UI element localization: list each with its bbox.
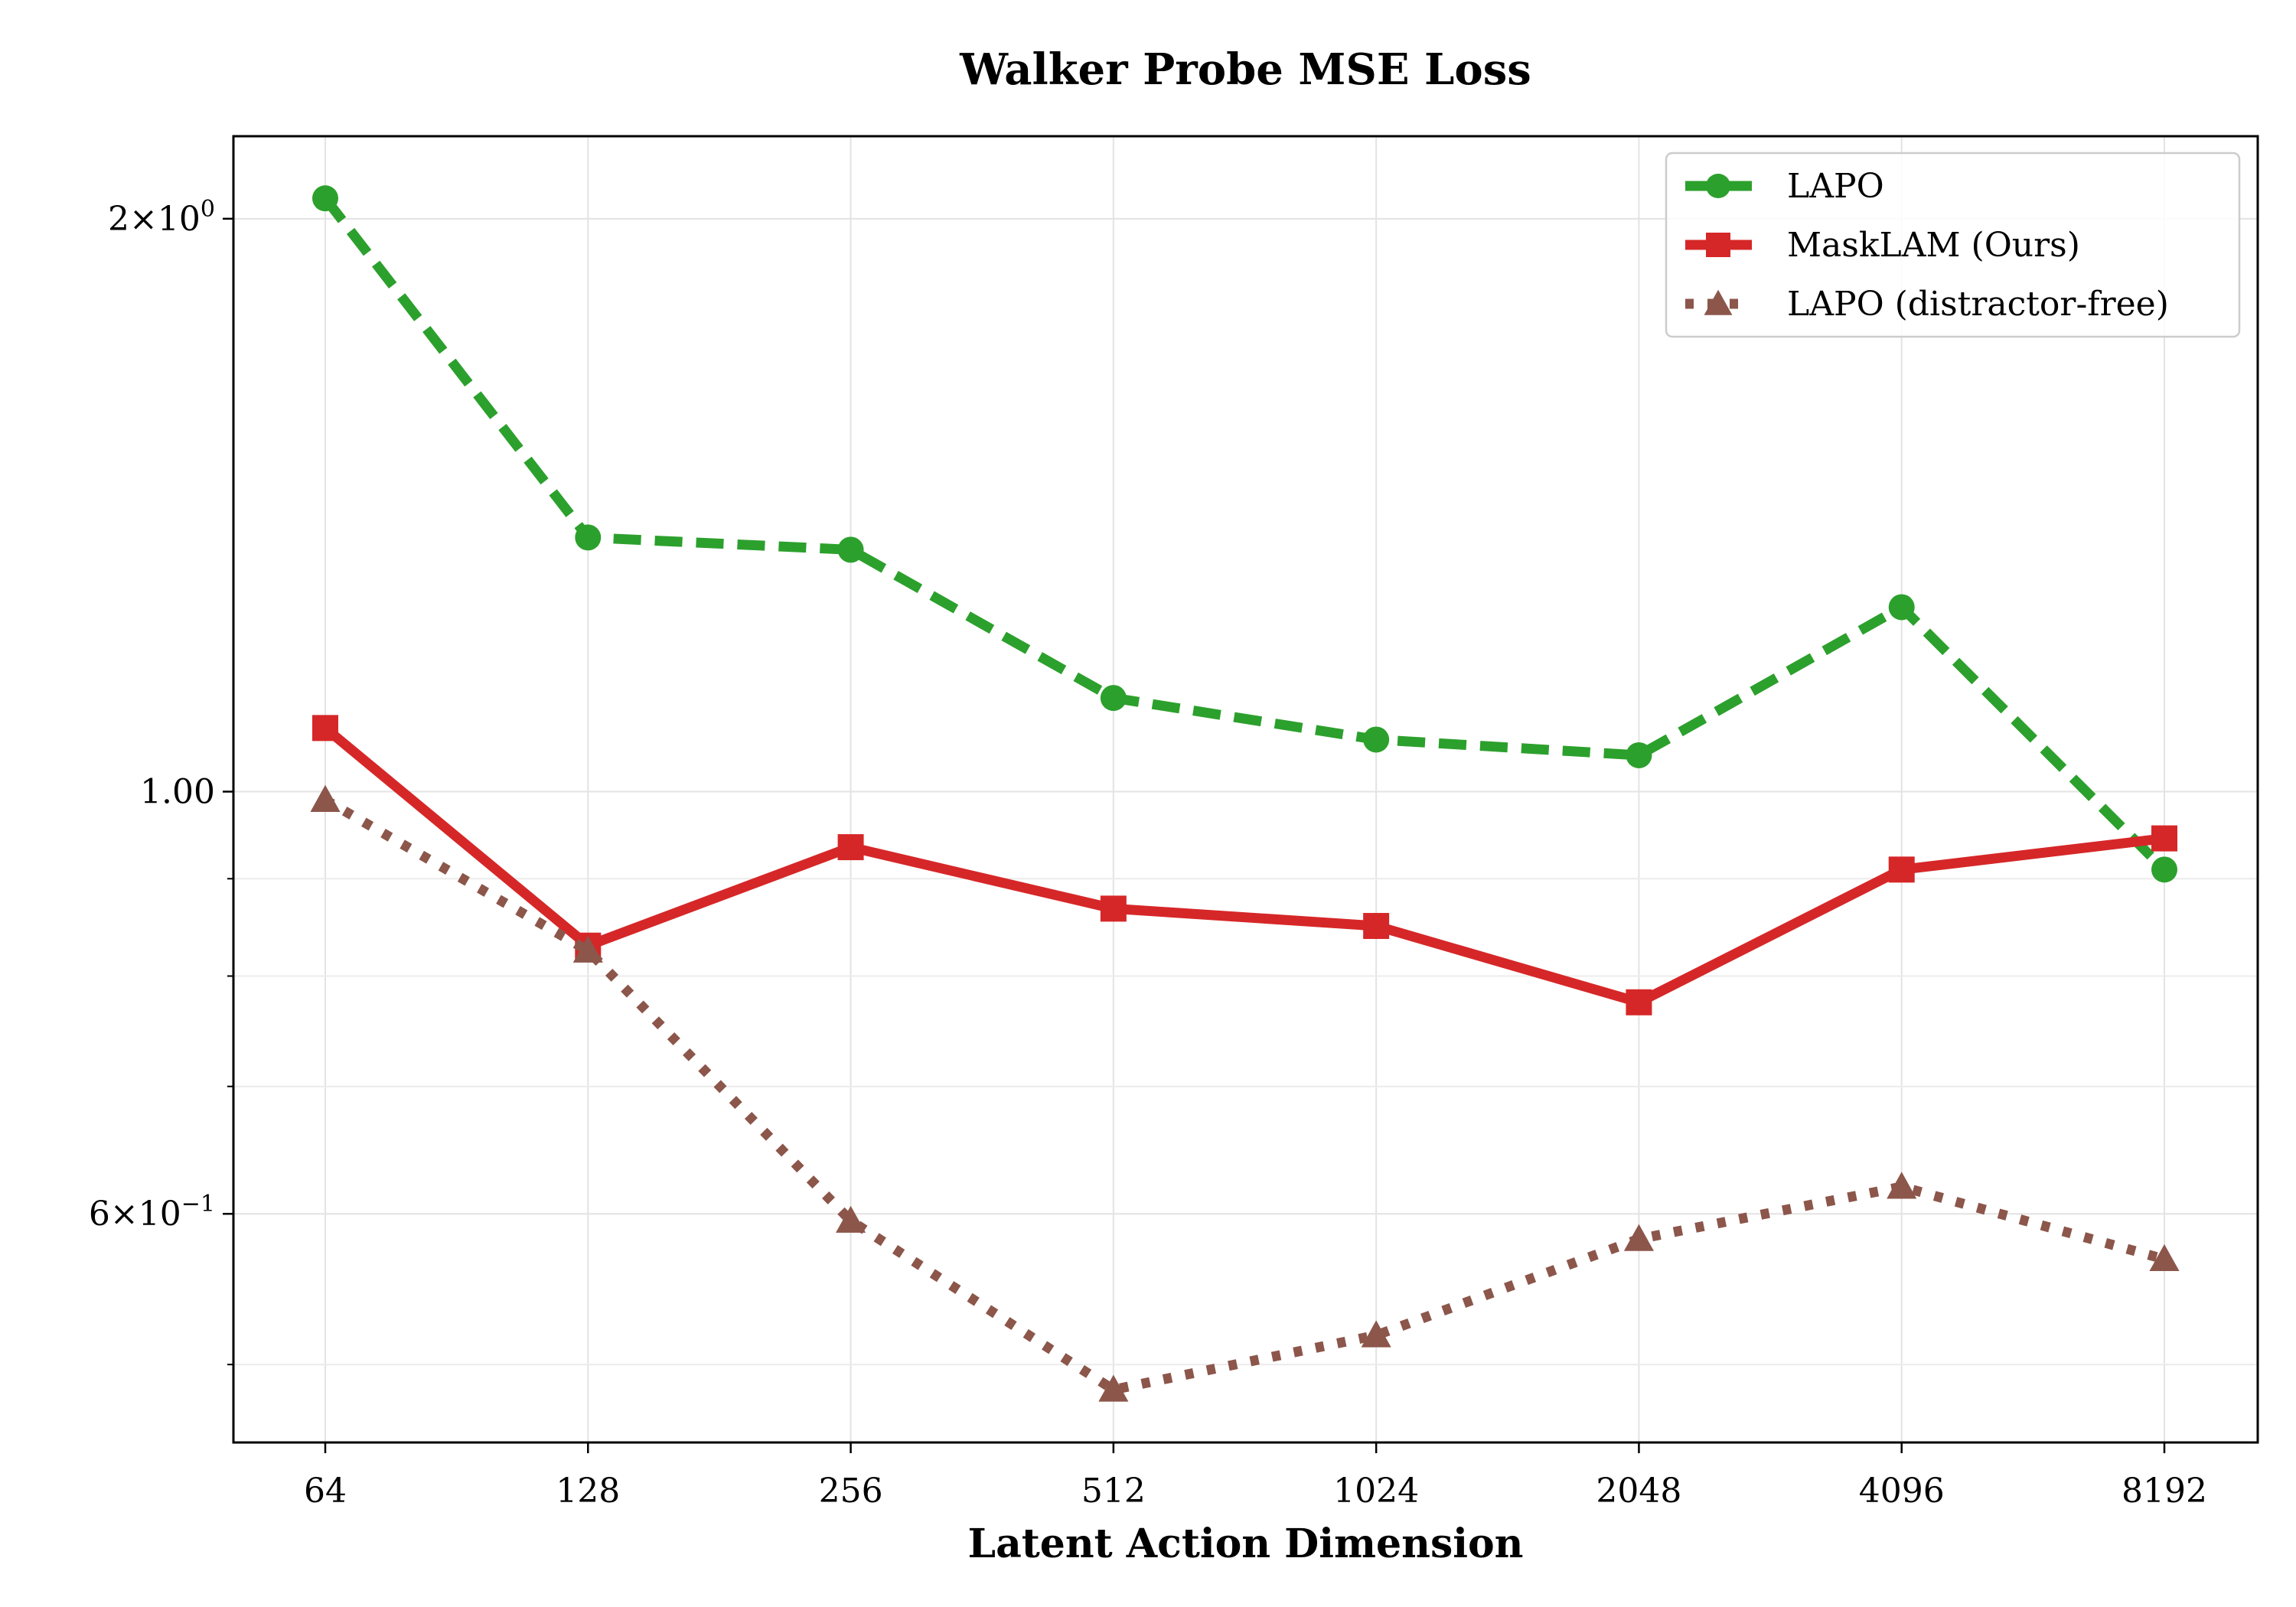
axis-ticks: 64 128 256 512 1024 2048 4096 8192 2×100 1.00 6×10… (89, 196, 2207, 1511)
data-point (1623, 1224, 1654, 1251)
data-point (312, 715, 338, 742)
legend-marker (1706, 233, 1730, 257)
data-point (1361, 1320, 1391, 1348)
data-point (1626, 989, 1652, 1015)
plot-frame (232, 135, 2259, 1444)
y-tick-label: 2×100 (108, 196, 215, 239)
y-tick-label: 6×10−1 (89, 1191, 215, 1234)
series-line (321, 195, 2168, 873)
legend-marker (1706, 174, 1730, 198)
legend-label: LAPO (1787, 167, 1884, 206)
x-tick-label: 4096 (1859, 1472, 1945, 1511)
data-point (836, 1205, 866, 1233)
x-tick-label: 64 (304, 1472, 347, 1511)
data-point (312, 185, 338, 212)
data-point (2149, 1244, 2180, 1272)
chart-title: Walker Probe MSE Loss (959, 44, 1531, 95)
data-point (1888, 856, 1915, 883)
data-point (1626, 742, 1652, 768)
legend-item: LAPO (1685, 167, 1884, 206)
data-point (837, 834, 864, 861)
data-point (837, 536, 864, 563)
x-tick-label: 256 (819, 1472, 883, 1511)
series-lapo-distractor-free (310, 784, 2180, 1402)
x-tick-label: 512 (1081, 1472, 1146, 1511)
data-point (1100, 895, 1127, 922)
data-point (1363, 726, 1390, 753)
data-point (1887, 1172, 1917, 1199)
x-tick-label: 2048 (1596, 1472, 1681, 1511)
data-point (2151, 825, 2177, 852)
y-tick-label: 1.00 (140, 772, 215, 811)
series-masklam-ours (312, 715, 2177, 1015)
series-line (321, 724, 2165, 1008)
data-point (1098, 1374, 1129, 1402)
legend-marker (1704, 289, 1733, 315)
legend-item: MaskLAM (Ours) (1685, 226, 2080, 265)
legend-label: LAPO (distractor-free) (1787, 285, 2169, 324)
data-point (1363, 913, 1390, 940)
x-axis-label: Latent Action Dimension (968, 1521, 1524, 1567)
legend: LAPO MaskLAM (Ours) LAPO (distractor-free) (1665, 152, 2241, 338)
legend-item: LAPO (distractor-free) (1685, 285, 2169, 324)
legend-box (1665, 152, 2241, 338)
data-point (575, 524, 602, 551)
data-point (2151, 856, 2177, 883)
x-tick-label: 8192 (2122, 1472, 2207, 1511)
series-line (322, 795, 2166, 1395)
data-point (310, 784, 341, 812)
data-point (572, 935, 603, 963)
data-point (1100, 685, 1127, 712)
x-tick-label: 1024 (1333, 1472, 1419, 1511)
series-lapo (312, 185, 2177, 883)
data-point (1888, 594, 1915, 621)
legend-label: MaskLAM (Ours) (1787, 226, 2080, 265)
x-tick-label: 128 (556, 1472, 620, 1511)
series-layer (310, 185, 2180, 1402)
